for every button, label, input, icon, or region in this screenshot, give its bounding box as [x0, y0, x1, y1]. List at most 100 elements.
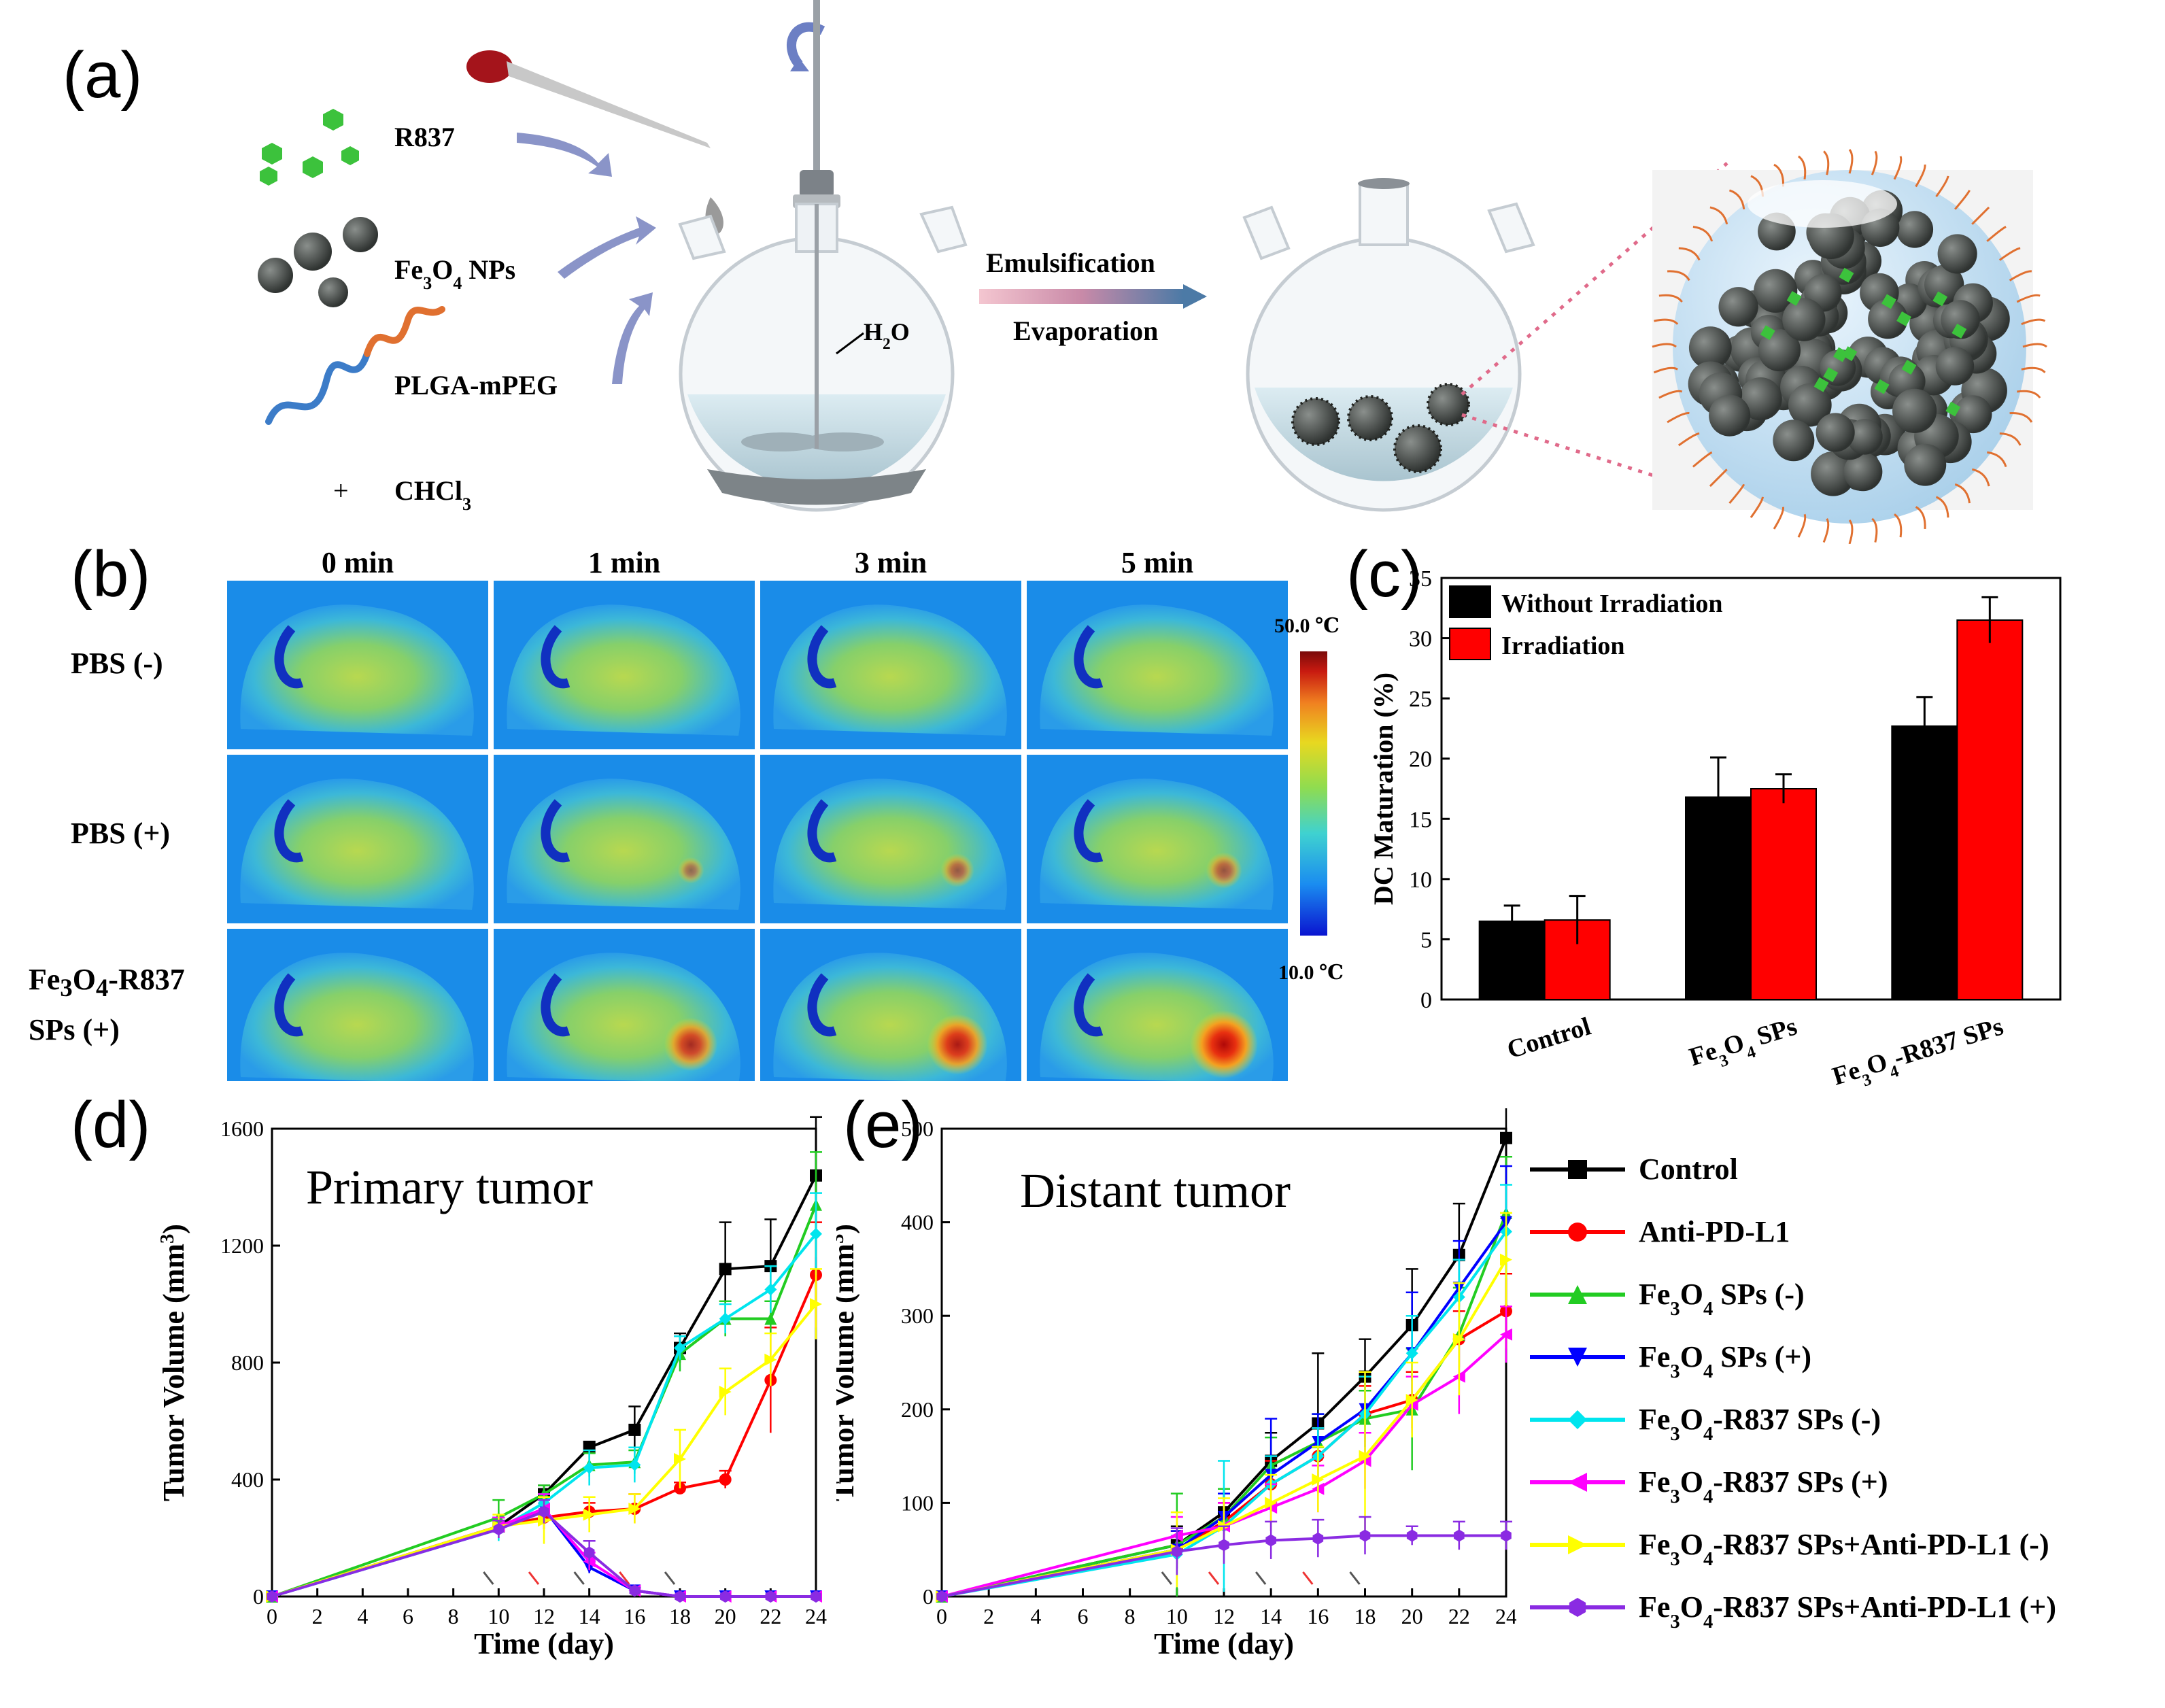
peg-chain — [2009, 412, 2033, 423]
peg-chain — [1893, 156, 1903, 180]
bar — [1956, 619, 2024, 1000]
bar — [1750, 788, 1817, 1000]
legend-entry: Fe3O4 SPs (-) — [1530, 1278, 1805, 1320]
peg-chain — [2009, 270, 2032, 281]
r837-drug — [1896, 311, 1911, 326]
mouse-ear — [274, 799, 304, 863]
legend-entry: Fe3O4-R837 SPs (-) — [1530, 1403, 1881, 1445]
treatment-arrow — [1302, 1571, 1314, 1585]
peg-chain — [1654, 318, 1679, 325]
data-series — [267, 1499, 821, 1603]
thermal-image — [1027, 929, 1288, 1081]
chart-title: Primary tumor — [306, 1160, 593, 1214]
legend-entry: Fe3O4-R837 SPs+Anti-PD-L1 (-) — [1530, 1528, 2049, 1570]
fe3o4-core-particle — [1739, 377, 1782, 421]
treatment-arrow — [1255, 1571, 1267, 1585]
marker-triangle-right — [1312, 1473, 1325, 1486]
thermal-imaging-panel: 0 min 1 min 3 min 5 min 50.0 ℃ 10.0 ℃ — [227, 546, 1344, 1081]
fe3o4-core-particle — [1937, 234, 1977, 274]
fe3o4-core-particle — [1773, 420, 1815, 462]
y-tick-label: 0 — [923, 1584, 934, 1609]
treatment-arrow — [528, 1571, 540, 1585]
category-label: Fe3O4 SPs — [1686, 1012, 1803, 1078]
peg-chain — [2021, 366, 2046, 373]
marker-triangle-left — [1568, 1473, 1587, 1492]
peg-chain — [2022, 343, 2047, 348]
legend-label: Fe3O4 SPs (+) — [1639, 1340, 1811, 1382]
peg-chain — [1667, 270, 1690, 281]
marker-circle — [719, 1473, 732, 1486]
series-line — [271, 1303, 817, 1598]
y-tick-label: 5 — [1420, 927, 1432, 953]
peg-chain — [1971, 468, 1990, 487]
r837-drug — [1945, 401, 1961, 417]
mouse-ear — [1074, 973, 1104, 1037]
mouse-body — [773, 604, 1007, 736]
peg-chain — [1848, 519, 1854, 544]
x-tick-label: 6 — [1078, 1604, 1089, 1628]
marker-hexagon — [811, 1590, 821, 1603]
marker-triangle-right — [719, 1386, 732, 1398]
peg-chain — [1871, 150, 1878, 175]
x-tick-label: 10 — [1166, 1604, 1188, 1628]
legend-entry: Anti-PD-L1 — [1530, 1215, 1790, 1248]
scale-min-label: 10.0 ℃ — [1278, 961, 1344, 984]
y-tick-label: 25 — [1409, 687, 1432, 712]
marker-diamond — [810, 1227, 822, 1240]
thermal-image — [494, 755, 755, 923]
primary-tumor-chart: 0 2 4 6 8 10 12 14 16 18 20 22 24040080012001600Time… — [157, 1116, 827, 1660]
marker-hexagon — [936, 1590, 947, 1603]
peg-chain — [1692, 225, 1714, 242]
x-tick-label: 4 — [1030, 1604, 1041, 1628]
marker-hexagon — [1265, 1534, 1276, 1547]
peg-chain — [1823, 150, 1830, 175]
fe3o4-core-particle — [1688, 326, 1732, 369]
peg-chain — [1773, 507, 1784, 530]
data-series — [936, 1516, 1512, 1603]
peg-chain — [1848, 149, 1854, 174]
thermal-row-label-pbs-neg: PBS (-) — [71, 647, 163, 680]
x-tick-label: 6 — [403, 1604, 413, 1628]
y-tick-label: 20 — [1409, 747, 1432, 772]
treatment-arrow — [619, 1571, 630, 1585]
fe3o4-core-particle — [1904, 443, 1947, 486]
peg-chain — [1652, 343, 1677, 348]
thermal-image — [760, 581, 1021, 749]
x-tick-label: 18 — [1354, 1604, 1376, 1628]
thermal-row-label-sps-pos: Fe3O4-R837 SPs (+) — [29, 963, 185, 1046]
y-tick-label: 1600 — [220, 1116, 264, 1141]
r837-drug — [1786, 290, 1802, 306]
legend-entry: Fe3O4 SPs (+) — [1530, 1340, 1811, 1382]
marker-hexagon — [1359, 1529, 1371, 1542]
legend-label: Fe3O4 SPs (-) — [1639, 1278, 1805, 1320]
x-tick-label: 8 — [448, 1604, 459, 1628]
series-line — [271, 1274, 817, 1598]
time-header: 1 min — [588, 546, 660, 579]
marker-triangle-right — [1359, 1450, 1371, 1463]
data-series — [266, 1221, 822, 1603]
y-tick-label: 0 — [253, 1584, 264, 1609]
peg-chain — [1954, 483, 1971, 504]
peg-chain — [2021, 318, 2046, 326]
treatment-arrow — [483, 1571, 494, 1585]
peg-chain — [1797, 513, 1807, 538]
y-axis-label: DC Maturation (%) — [1368, 672, 1399, 905]
y-axis-label: Tumor Volume (mm3) — [157, 1224, 191, 1501]
synthesis-schematic: R837 Fe3O4 NPs PLGA-mPEG + CHCl3 H2O Emu… — [258, 0, 2047, 544]
r837-drug — [1901, 360, 1917, 375]
hotspot — [664, 1017, 718, 1072]
legend-entry: Fe3O4-R837 SPs+Anti-PD-L1 (+) — [1530, 1590, 2056, 1633]
marker-triangle-right — [1568, 1535, 1587, 1554]
x-tick-label: 10 — [488, 1604, 509, 1628]
reagent-plga-label: PLGA-mPEG — [394, 370, 558, 400]
bar — [1891, 725, 1958, 1000]
thermal-image — [1027, 581, 1288, 749]
fe3o4-core-particle — [1811, 451, 1856, 496]
process-emulsification-label: Emulsification — [986, 247, 1155, 278]
r837-drug — [1760, 325, 1775, 341]
peg-chain — [1677, 432, 1700, 447]
hotspot — [677, 857, 704, 884]
marker-square — [719, 1263, 732, 1276]
fe3o4-core-particle — [1718, 287, 1758, 327]
fe3o4-core-particle — [1941, 300, 1980, 339]
